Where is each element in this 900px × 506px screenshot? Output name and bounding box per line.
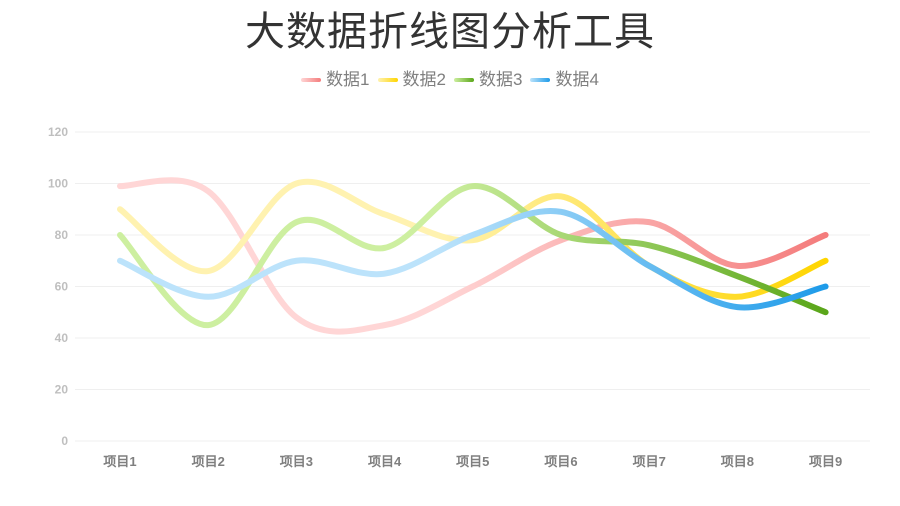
legend-line-icon	[454, 78, 474, 82]
x-tick-label: 项目8	[721, 454, 754, 469]
y-tick-label: 20	[55, 383, 69, 397]
legend-label: 数据2	[402, 70, 446, 89]
x-tick-label: 项目4	[368, 454, 402, 469]
chart-title: 大数据折线图分析工具	[245, 10, 655, 54]
legend-item-series-2[interactable]: 数据2	[377, 68, 446, 92]
series-line-3	[117, 183, 829, 329]
series-line-2	[117, 178, 829, 300]
legend-line-icon	[301, 78, 322, 82]
y-tick-label: 120	[48, 125, 68, 139]
x-tick-label: 项目2	[192, 454, 225, 469]
x-tick-label: 项目9	[809, 454, 842, 469]
y-tick-label: 40	[55, 331, 69, 345]
x-tick-label: 项目3	[280, 454, 313, 469]
legend-line-icon	[530, 78, 551, 82]
x-tick-label: 项目1	[103, 454, 136, 469]
legend-label: 数据4	[555, 70, 599, 89]
x-tick-label: 项目6	[544, 454, 577, 469]
legend-line-icon	[377, 78, 398, 82]
legend-item-series-1[interactable]: 数据1	[301, 68, 370, 92]
legend-label: 数据3	[479, 70, 523, 89]
y-tick-label: 0	[61, 434, 68, 448]
series-lines	[117, 177, 829, 335]
legend-item-series-3[interactable]: 数据3	[454, 68, 522, 92]
legend-item-series-4[interactable]: 数据4	[530, 68, 599, 92]
y-tick-label: 60	[55, 280, 69, 294]
legend-label: 数据1	[326, 70, 370, 89]
x-tick-label: 项目7	[633, 454, 666, 469]
series-line-4	[117, 207, 829, 311]
y-axis: 0 20 40 60 80 100 120	[48, 125, 68, 448]
x-tick-label: 项目5	[456, 454, 489, 469]
y-tick-label: 80	[55, 228, 69, 242]
x-axis: 项目1 项目2 项目3 项目4 项目5 项目6 项目7 项目8 项目9	[103, 454, 842, 469]
y-tick-label: 100	[48, 177, 68, 191]
chart-legend: 数据1 数据2 数据3 数据4	[0, 68, 900, 92]
series-line-1	[117, 177, 829, 335]
